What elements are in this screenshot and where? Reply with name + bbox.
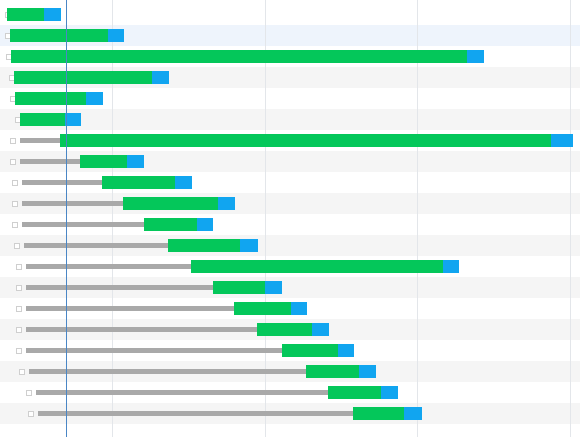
download-bar[interactable] [282, 344, 338, 357]
queue-bar [26, 264, 191, 269]
request-row[interactable] [0, 4, 580, 25]
queue-bar [26, 327, 257, 332]
request-stub-icon [16, 263, 22, 270]
request-stub-icon [12, 221, 18, 228]
request-row[interactable] [0, 109, 580, 130]
queue-bar [22, 222, 144, 227]
wait-bar[interactable] [443, 260, 459, 273]
timeline-gridline [112, 0, 113, 437]
request-stub-icon [10, 158, 16, 165]
download-bar[interactable] [213, 281, 265, 294]
request-row[interactable] [0, 151, 580, 172]
wait-bar[interactable] [86, 92, 103, 105]
queue-bar [22, 201, 123, 206]
request-stub-icon [10, 137, 16, 144]
request-stub-icon [12, 200, 18, 207]
download-bar[interactable] [15, 92, 86, 105]
download-bar[interactable] [102, 176, 175, 189]
wait-bar[interactable] [152, 71, 169, 84]
download-bar[interactable] [191, 260, 443, 273]
queue-bar [38, 411, 353, 416]
download-bar[interactable] [10, 29, 108, 42]
download-bar[interactable] [328, 386, 381, 399]
request-stub-icon [19, 368, 25, 375]
wait-bar[interactable] [551, 134, 573, 147]
request-stub-icon [28, 410, 34, 417]
wait-bar[interactable] [381, 386, 398, 399]
queue-bar [26, 285, 213, 290]
queue-bar [20, 138, 60, 143]
download-bar[interactable] [123, 197, 218, 210]
queue-bar [24, 243, 168, 248]
wait-bar[interactable] [44, 8, 61, 21]
queue-bar [26, 348, 282, 353]
request-row[interactable] [0, 235, 580, 256]
download-bar[interactable] [306, 365, 359, 378]
download-bar[interactable] [257, 323, 312, 336]
request-stub-icon [26, 389, 32, 396]
wait-bar[interactable] [197, 218, 213, 231]
download-bar[interactable] [11, 50, 467, 63]
download-bar[interactable] [234, 302, 291, 315]
wait-bar[interactable] [359, 365, 376, 378]
timeline-gridline [417, 0, 418, 437]
wait-bar[interactable] [65, 113, 81, 126]
request-row[interactable] [0, 88, 580, 109]
download-bar[interactable] [14, 71, 152, 84]
wait-bar[interactable] [312, 323, 329, 336]
wait-bar[interactable] [240, 239, 258, 252]
queue-bar [22, 180, 102, 185]
wait-bar[interactable] [467, 50, 484, 63]
wait-bar[interactable] [108, 29, 124, 42]
request-stub-icon [16, 305, 22, 312]
request-row[interactable] [0, 277, 580, 298]
wait-bar[interactable] [338, 344, 354, 357]
timeline-marker [66, 0, 67, 437]
request-stub-icon [16, 326, 22, 333]
request-stub-icon [12, 179, 18, 186]
wait-bar[interactable] [218, 197, 235, 210]
request-row[interactable] [0, 25, 580, 46]
download-bar[interactable] [60, 134, 551, 147]
download-bar[interactable] [353, 407, 404, 420]
wait-bar[interactable] [291, 302, 307, 315]
timeline-gridline [570, 0, 571, 437]
queue-bar [20, 159, 80, 164]
wait-bar[interactable] [127, 155, 144, 168]
download-bar[interactable] [7, 8, 44, 21]
queue-bar [29, 369, 306, 374]
wait-bar[interactable] [404, 407, 422, 420]
download-bar[interactable] [20, 113, 65, 126]
queue-bar [26, 306, 234, 311]
download-bar[interactable] [168, 239, 240, 252]
wait-bar[interactable] [175, 176, 192, 189]
request-stub-icon [14, 242, 20, 249]
download-bar[interactable] [80, 155, 127, 168]
timeline-gridline [265, 0, 266, 437]
queue-bar [36, 390, 328, 395]
download-bar[interactable] [144, 218, 197, 231]
wait-bar[interactable] [265, 281, 282, 294]
request-stub-icon [16, 347, 22, 354]
request-stub-icon [16, 284, 22, 291]
